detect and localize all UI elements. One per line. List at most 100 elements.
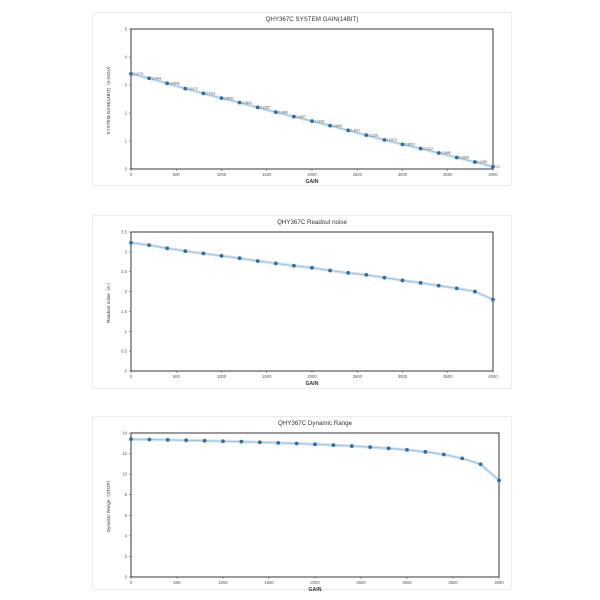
data-point <box>386 446 391 451</box>
data-label: 1.8877 <box>296 115 306 119</box>
x-tick-label: 3000 <box>402 580 412 585</box>
data-point <box>441 452 446 457</box>
x-tick-label: 2000 <box>307 374 317 379</box>
data-point <box>460 456 465 461</box>
y-tick-label: 0 <box>125 369 128 374</box>
y-tick-label: 3 <box>125 83 128 88</box>
x-tick-label: 0 <box>130 172 133 177</box>
data-label: 0.5589 <box>441 151 451 155</box>
data-point <box>328 123 332 128</box>
chart-title: QHY367C Readout noise <box>277 219 347 226</box>
chart-1: QHY367C SYSTEM GAIN(14BIT) GAIN SYSTEM GAI… <box>106 16 500 185</box>
data-point <box>273 261 278 266</box>
data-point <box>202 438 207 443</box>
data-point <box>491 297 495 302</box>
data-point <box>382 137 387 142</box>
data-point <box>147 76 152 81</box>
plot-area-border <box>130 28 494 170</box>
y-tick-label: 14 <box>122 431 127 436</box>
x-tick-label: 4000 <box>488 374 498 379</box>
chart-title: QHY367C SYSTEM GAIN(14BIT) <box>266 16 359 23</box>
x-tick-label: 1000 <box>217 374 227 379</box>
y-tick-label: 0 <box>125 575 128 580</box>
x-axis-label: GAIN <box>306 179 319 185</box>
data-point <box>349 444 354 448</box>
chart-3: QHY367C Dynamic Range GAIN Dynamic Range（S… <box>106 420 504 593</box>
y-tick-label: 8 <box>125 492 128 497</box>
x-tick-label: 4000 <box>494 580 504 585</box>
data-point <box>418 146 423 151</box>
data-label: 0.7222 <box>423 147 433 151</box>
x-tick-label: 500 <box>173 172 181 177</box>
data-label: 0.8953 <box>405 143 415 147</box>
x-tick-label: 1500 <box>262 172 272 177</box>
data-label: 1.3917 <box>351 129 361 133</box>
data-point <box>239 439 244 444</box>
data-point <box>221 439 225 444</box>
data-point <box>497 478 501 483</box>
x-tick-label: 3500 <box>443 374 453 379</box>
data-point <box>436 283 441 288</box>
x-tick-label: 2500 <box>353 172 363 177</box>
x-tick-label: 1000 <box>218 580 228 585</box>
data-point <box>436 151 441 155</box>
y-tick-label: 4 <box>125 55 128 60</box>
chart-panel-system-gain <box>92 12 512 186</box>
data-point <box>255 105 260 110</box>
x-tick-label: 2000 <box>310 580 320 585</box>
data-point <box>310 265 314 270</box>
y-tick-label: 2 <box>125 111 128 116</box>
y-tick-label: 1 <box>125 139 128 144</box>
data-point <box>237 100 242 105</box>
data-label: 2.2255 <box>260 106 270 110</box>
data-point <box>237 256 242 261</box>
data-label: 0.2289 <box>477 160 487 164</box>
y-axis-label: Readout noise（e-） <box>106 280 111 323</box>
data-point <box>454 155 459 160</box>
x-tick-label: 500 <box>174 580 182 585</box>
data-point <box>147 437 152 442</box>
y-axis-label: Dynamic Range（STOP） <box>106 478 111 532</box>
y-tick-label: 5 <box>125 27 128 32</box>
y-tick-label: 12 <box>122 451 127 456</box>
data-label: 2.9073 <box>188 87 198 91</box>
data-point <box>273 110 278 115</box>
data-point <box>183 249 188 253</box>
data-point <box>491 164 495 169</box>
x-tick-label: 1000 <box>217 172 227 177</box>
data-label: 0.3939 <box>459 156 469 160</box>
data-point <box>405 447 409 452</box>
data-point <box>400 142 405 147</box>
data-point <box>423 449 428 454</box>
data-point <box>400 278 405 283</box>
x-tick-label: 1500 <box>262 374 272 379</box>
y-tick-label: 2 <box>125 554 128 559</box>
data-point <box>364 133 369 138</box>
data-label: 1.5591 <box>333 124 343 128</box>
data-point <box>219 253 224 258</box>
data-point <box>382 275 387 280</box>
data-point <box>473 289 477 294</box>
y-tick-label: 10 <box>122 472 127 477</box>
data-label: 2.5693 <box>224 96 234 100</box>
data-point <box>184 438 189 443</box>
data-point <box>257 440 262 445</box>
data-point <box>292 114 296 119</box>
x-tick-label: 3000 <box>398 374 408 379</box>
chart-2: QHY367C Readout noise GAIN Readout noise（e… <box>106 219 498 387</box>
data-point <box>331 443 336 448</box>
x-tick-label: 0 <box>130 374 133 379</box>
x-tick-label: 0 <box>130 580 133 585</box>
y-tick-label: 4 <box>125 533 128 538</box>
data-point <box>310 119 314 124</box>
data-label: 1.2291 <box>369 133 379 137</box>
data-label: 3.4774 <box>134 72 144 76</box>
x-tick-label: 500 <box>173 374 181 379</box>
data-label: 2.7421 <box>206 92 216 96</box>
data-label: 0.0 <box>496 165 501 169</box>
data-point <box>364 272 369 277</box>
x-axis-label: GAIN <box>306 381 319 387</box>
data-label: 3.0848 <box>170 82 180 86</box>
data-point <box>478 462 483 467</box>
